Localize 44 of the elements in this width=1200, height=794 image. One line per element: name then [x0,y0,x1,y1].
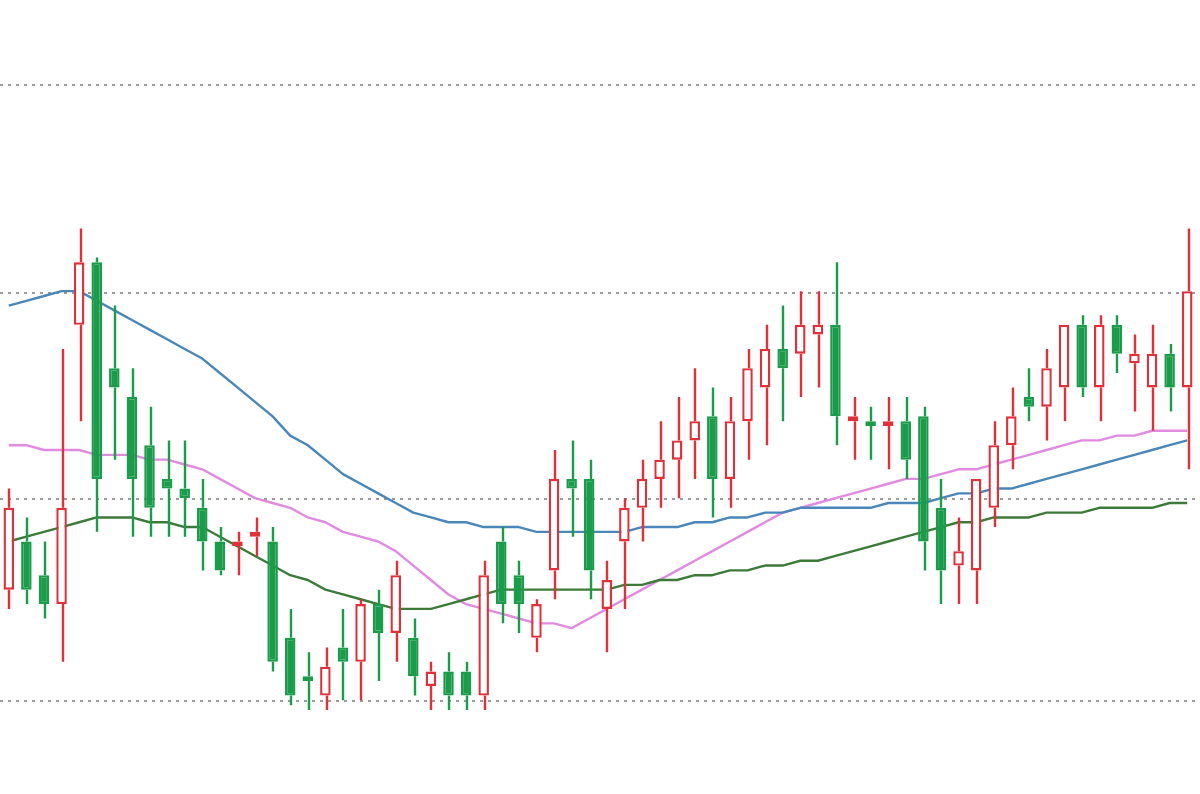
candlestick [777,304,788,423]
candlestick [38,540,50,620]
candlestick [109,304,120,461]
candlestick [900,395,912,481]
candlestick [214,525,226,577]
candlestick [636,458,648,543]
candlestick [284,607,296,707]
candlestick [3,487,15,611]
candlestick [601,559,613,654]
candlestick [372,588,384,683]
candlestick [1023,366,1035,423]
candlestick [179,439,190,538]
candlestick [794,289,806,399]
candlestick [478,559,489,712]
candlestick [1181,227,1193,471]
candlestick [583,458,595,601]
candlestick [1006,386,1017,471]
candlestick [408,617,419,697]
candlestick [513,559,525,635]
candlestick [812,289,824,389]
candlestick [707,386,718,519]
candlestick [654,419,665,509]
candlestick [1076,314,1087,399]
candlestick [689,366,701,481]
candlestick [126,366,138,538]
candlestick [935,477,947,606]
candlestick [73,227,85,423]
candlestick [495,525,507,625]
candlestick [1058,324,1070,423]
candlestick [724,395,736,509]
candlestick [390,559,402,664]
candlestick [161,439,173,538]
candlestick [1111,314,1123,375]
candlestick [460,660,472,712]
candlestick [970,478,982,606]
candlestick [1146,323,1158,432]
candlestick [988,419,1000,529]
candlestick [548,448,560,601]
candlestick [1093,314,1105,423]
candlestick [91,256,103,534]
candlestick [196,477,208,572]
candlestick [671,395,683,500]
candlestick [759,323,771,447]
candlestick [337,607,349,702]
